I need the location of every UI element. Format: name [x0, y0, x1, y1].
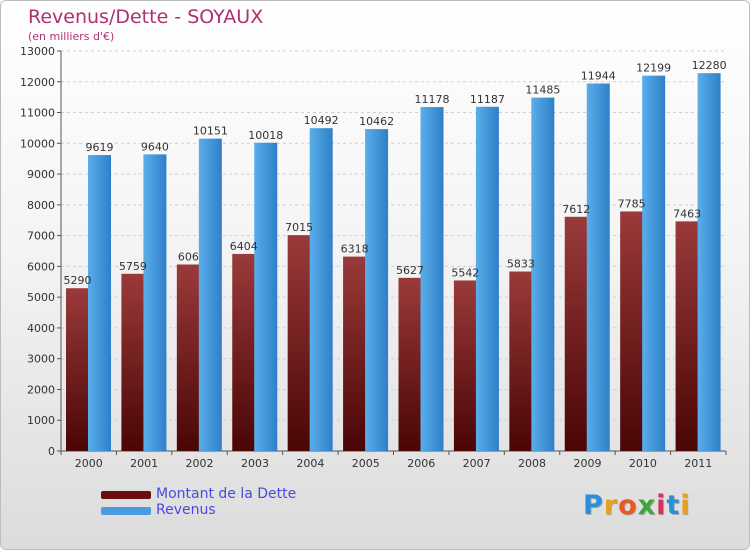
legend-swatch-revenue	[101, 507, 151, 515]
data-label-revenue: 9619	[86, 141, 114, 154]
bar-debt	[564, 216, 588, 451]
y-tick-label: 3000	[27, 353, 55, 366]
y-tick-label: 6000	[27, 260, 55, 273]
logo-letter: x	[637, 490, 657, 521]
data-label-debt: 6404	[230, 240, 258, 253]
y-tick-label: 13000	[20, 45, 55, 58]
bar-revenue	[309, 128, 333, 451]
data-label-revenue: 12199	[636, 62, 671, 75]
data-label-debt: 7612	[562, 203, 590, 216]
chart-subtitle: (en milliers d'€)	[28, 30, 115, 43]
bar-layer	[66, 73, 721, 452]
data-label-debt: 5833	[507, 258, 535, 271]
x-tick-label: 2001	[130, 457, 158, 470]
bar-debt	[343, 256, 367, 451]
bar-debt	[398, 277, 422, 451]
logo-letter: r	[603, 490, 619, 521]
data-label-revenue: 9640	[141, 140, 169, 153]
data-label-revenue: 10492	[304, 114, 339, 127]
x-tick-label: 2010	[629, 457, 657, 470]
x-tick-label: 2000	[75, 457, 103, 470]
x-tick-label: 2006	[407, 457, 435, 470]
bar-revenue	[365, 129, 389, 452]
y-tick-label: 11000	[20, 107, 55, 120]
proxiti-logo: Proxiti	[583, 490, 691, 521]
y-tick-label: 9000	[27, 168, 55, 181]
bar-revenue	[531, 97, 555, 451]
x-tick-label: 2003	[241, 457, 269, 470]
bar-debt	[453, 280, 477, 451]
bar-debt	[287, 235, 311, 451]
data-label-debt: 5542	[451, 266, 479, 279]
bar-revenue	[198, 138, 222, 451]
data-label-debt: 7015	[285, 221, 313, 234]
x-tick-label: 2008	[518, 457, 546, 470]
data-label-debt: 7785	[618, 197, 646, 210]
bar-revenue	[475, 106, 499, 452]
data-label-debt: 7463	[673, 207, 701, 220]
data-label-revenue: 10151	[193, 125, 228, 138]
x-tick-label: 2009	[573, 457, 601, 470]
y-tick-label: 4000	[27, 322, 55, 335]
data-label-revenue: 11178	[415, 93, 450, 106]
y-tick-label: 2000	[27, 383, 55, 396]
bar-revenue	[254, 142, 278, 451]
y-tick-label: 7000	[27, 230, 55, 243]
y-tick-label: 8000	[27, 199, 55, 212]
data-label-revenue: 12280	[692, 59, 727, 72]
bar-revenue	[586, 83, 610, 451]
legend-label-debt: Montant de la Dette	[156, 486, 297, 502]
x-tick-label: 2007	[463, 457, 491, 470]
x-tick-label: 2004	[296, 457, 324, 470]
logo-letter: t	[666, 490, 681, 521]
bar-debt	[121, 273, 145, 451]
x-tick-label: 2005	[352, 457, 380, 470]
data-label-debt: 5290	[64, 274, 92, 287]
chart-title: Revenus/Dette - SOYAUX	[28, 6, 264, 28]
data-label-debt: 606	[178, 251, 199, 264]
data-label-revenue: 10018	[248, 129, 283, 142]
data-label-debt: 5759	[119, 260, 147, 273]
logo-letter: P	[583, 490, 604, 521]
data-label-debt: 6318	[341, 243, 369, 256]
bar-revenue	[143, 154, 167, 451]
y-tick-label: 10000	[20, 137, 55, 150]
logo-letter: i	[656, 490, 667, 521]
data-label-revenue: 11485	[525, 84, 560, 97]
bar-revenue	[88, 155, 111, 451]
bar-debt	[176, 264, 200, 451]
legend-swatch-debt	[101, 491, 151, 499]
x-tick-label: 2002	[186, 457, 214, 470]
axis-layer: 0 1000 2000 3000 4000 5000 6000 7000 8000 9000 100…	[20, 45, 727, 470]
data-label-revenue: 11944	[581, 69, 616, 82]
bar-revenue	[420, 107, 444, 452]
bar-revenue	[642, 75, 666, 452]
grid-layer	[61, 50, 726, 452]
logo-letter: i	[680, 490, 691, 521]
legend-label-revenue: Revenus	[156, 502, 216, 518]
label-layer: 5290 9619 5759 9640 606 10151 6404 10018 7015 104…	[64, 59, 727, 287]
logo-letter: o	[618, 490, 638, 521]
bar-revenue	[697, 73, 721, 452]
bar-debt	[232, 253, 256, 451]
bar-debt	[509, 271, 533, 451]
y-tick-label: 1000	[27, 414, 55, 427]
x-tick-label: 2011	[684, 457, 712, 470]
y-tick-label: 5000	[27, 291, 55, 304]
data-label-revenue: 11187	[470, 93, 505, 106]
y-tick-label: 12000	[20, 76, 55, 89]
y-tick-label: 0	[48, 445, 55, 458]
data-label-debt: 5627	[396, 264, 424, 277]
data-label-revenue: 10462	[359, 115, 394, 128]
bar-debt	[620, 211, 644, 451]
bar-debt	[66, 288, 89, 451]
bar-debt	[675, 221, 699, 451]
